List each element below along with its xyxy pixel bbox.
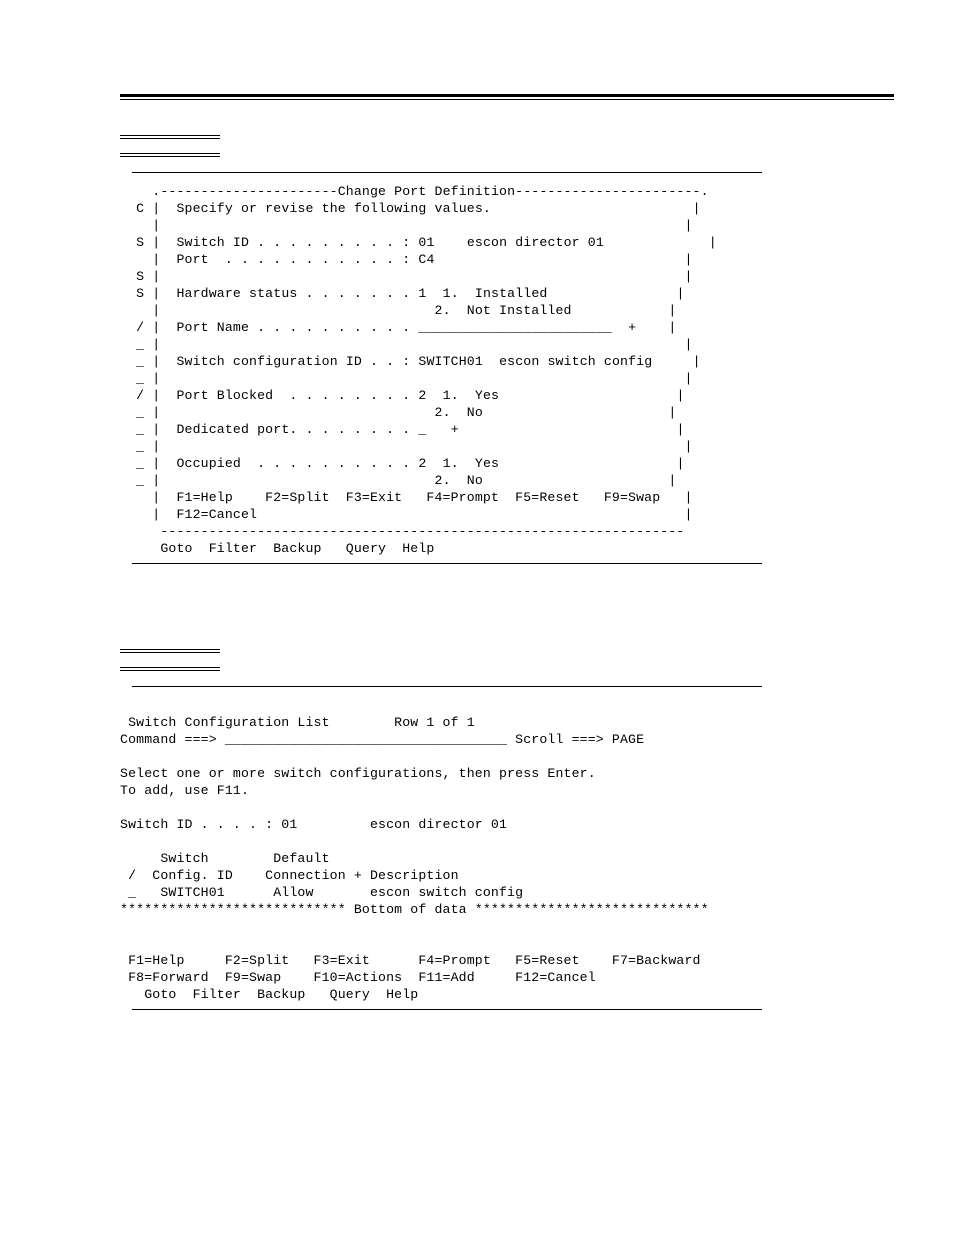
sw-cfg-value: SWITCH01 xyxy=(418,354,483,369)
figure-top-rule xyxy=(132,172,762,173)
list-row[interactable]: _ SWITCH01 Allow escon switch config xyxy=(120,885,523,900)
gutter-char: _ xyxy=(136,439,144,454)
panel-switch-config-list: Switch Configuration List Row 1 of 1 Com… xyxy=(120,642,762,1010)
gutter-char: S xyxy=(136,286,144,301)
figure-marker-top xyxy=(120,649,220,653)
instruction-text: To add, use F11. xyxy=(120,783,249,798)
terminal-screen-2: Switch Configuration List Row 1 of 1 Com… xyxy=(120,697,762,1003)
gutter-char: _ xyxy=(136,354,144,369)
option-text: 2. Not Installed xyxy=(435,303,572,318)
gutter-char: _ xyxy=(136,405,144,420)
option-text: 1. Installed xyxy=(443,286,548,301)
gutter-char: _ xyxy=(136,473,144,488)
option-text: 2. No xyxy=(435,405,483,420)
panel-change-port-definition: .----------------------Change Port Defin… xyxy=(120,128,762,564)
fkey-bar[interactable]: F12=Cancel xyxy=(168,507,257,522)
instruction-text: Specify or revise the following values. xyxy=(176,201,491,216)
scroll-indicator[interactable]: Scroll ===> PAGE xyxy=(515,732,644,747)
switch-id-desc: escon director 01 xyxy=(467,235,604,250)
switch-id-value: 01 xyxy=(418,235,434,250)
option-text: 1. Yes xyxy=(443,456,499,471)
command-input[interactable]: ___________________________________ xyxy=(225,732,507,747)
field-label: Hardware status . . . . . . . xyxy=(176,286,410,301)
menu-bar[interactable]: Goto Filter Backup Query Help xyxy=(144,541,434,556)
field-label: Port Blocked . . . . . . . . xyxy=(176,388,410,403)
option-text: 2. No xyxy=(435,473,483,488)
gutter-char: / xyxy=(136,388,144,403)
gutter-char: C xyxy=(136,201,144,216)
bottom-marker: **************************** Bottom of d… xyxy=(120,902,709,917)
figure-bottom-rule xyxy=(132,1009,762,1010)
gutter-char: / xyxy=(136,320,144,335)
gutter-char: _ xyxy=(136,371,144,386)
gutter-char: _ xyxy=(136,422,144,437)
figure-top-rule xyxy=(132,686,762,687)
dialog-title: Change Port Definition xyxy=(338,184,515,199)
gutter-char: _ xyxy=(136,337,144,352)
column-header: / Config. ID Connection + Description xyxy=(120,868,459,883)
field-label: Switch ID . . . . . . . . . : xyxy=(176,235,410,250)
figure-marker-top xyxy=(120,667,220,671)
hw-status-input[interactable]: 1 xyxy=(418,286,426,301)
menu-bar[interactable]: Goto Filter Backup Query Help xyxy=(120,987,418,1002)
gutter-char: _ xyxy=(136,456,144,471)
figure-bottom-rule xyxy=(132,563,762,564)
fkey-bar[interactable]: F1=Help F2=Split F3=Exit F4=Prompt F5=Re… xyxy=(120,953,701,968)
option-text: 1. Yes xyxy=(443,388,499,403)
command-label: Command ===> xyxy=(120,732,217,747)
port-value: C4 xyxy=(418,252,434,267)
field-label: Port Name . . . . . . . . . . xyxy=(176,320,410,335)
field-label: Occupied . . . . . . . . . . xyxy=(176,456,410,471)
figure-marker-top xyxy=(120,135,220,139)
list-title: Switch Configuration List Row 1 of 1 xyxy=(120,715,475,730)
sw-cfg-desc: escon switch config xyxy=(499,354,652,369)
fkey-bar[interactable]: F1=Help F2=Split F3=Exit F4=Prompt F5=Re… xyxy=(168,490,660,505)
field-label: Port . . . . . . . . . . . : xyxy=(176,252,410,267)
page-header-rule xyxy=(120,94,894,100)
port-blocked-input[interactable]: 2 xyxy=(418,388,426,403)
port-name-input[interactable]: ________________________ xyxy=(418,320,612,335)
gutter-char: S xyxy=(136,269,144,284)
field-label: Switch configuration ID . . : xyxy=(176,354,410,369)
gutter-char: S xyxy=(136,235,144,250)
occupied-input[interactable]: 2 xyxy=(418,456,426,471)
fkey-bar[interactable]: F8=Forward F9=Swap F10=Actions F11=Add F… xyxy=(120,970,596,985)
field-label: Dedicated port. . . . . . . . xyxy=(176,422,410,437)
column-header: Switch Default xyxy=(120,851,330,866)
figure-marker-top xyxy=(120,153,220,157)
terminal-screen-1: .----------------------Change Port Defin… xyxy=(120,183,762,557)
dedicated-port-input[interactable]: _ xyxy=(418,422,426,437)
instruction-text: Select one or more switch configurations… xyxy=(120,766,596,781)
switch-id-line: Switch ID . . . . : 01 escon director 01 xyxy=(120,817,507,832)
